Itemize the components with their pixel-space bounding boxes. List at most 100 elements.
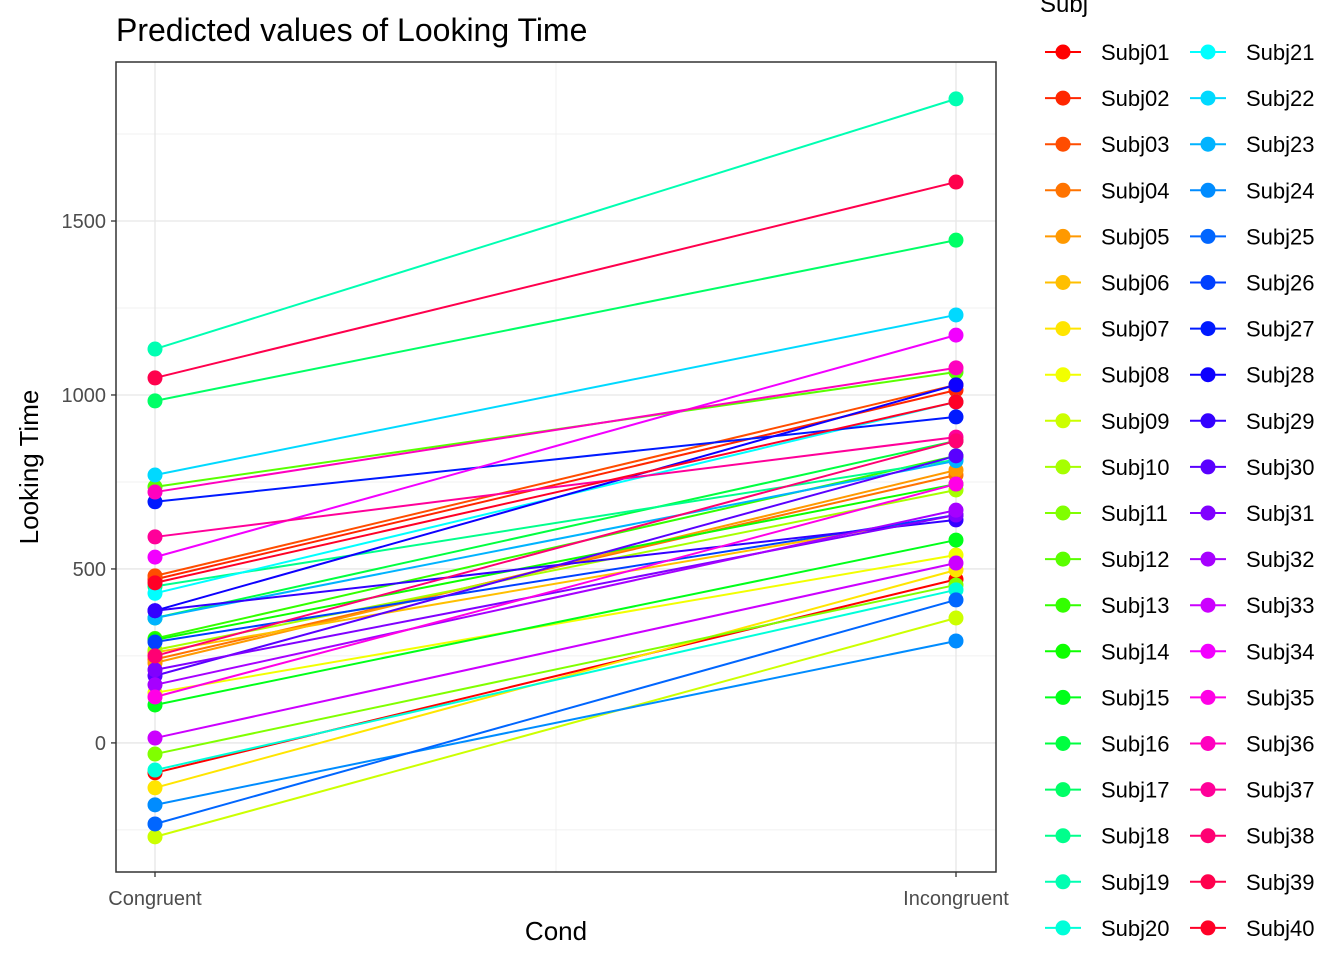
legend-label: Subj04 bbox=[1101, 178, 1170, 203]
legend-key-point bbox=[1200, 736, 1216, 751]
series-line-subj14 bbox=[154, 483, 957, 641]
legend-key-point bbox=[1200, 367, 1216, 383]
legend-key-point bbox=[1055, 413, 1071, 429]
y-tick-label: 1000 bbox=[62, 385, 107, 407]
y-tick-label: 500 bbox=[73, 559, 106, 581]
legend-item: Subj20 bbox=[1045, 916, 1170, 941]
legend-item: Subj18 bbox=[1045, 824, 1170, 849]
legend-key-point bbox=[1055, 182, 1071, 198]
legend-item: Subj32 bbox=[1190, 547, 1315, 572]
legend-key-point bbox=[1200, 782, 1216, 798]
legend-key-point bbox=[1200, 228, 1216, 244]
legend-item: Subj12 bbox=[1045, 547, 1170, 572]
legend-key-point bbox=[1200, 597, 1216, 613]
legend-label: Subj06 bbox=[1101, 271, 1170, 296]
legend-item: Subj28 bbox=[1190, 363, 1315, 388]
legend-key-point bbox=[1055, 275, 1071, 290]
data-point-subj28 bbox=[948, 377, 964, 393]
legend-item: Subj40 bbox=[1190, 916, 1315, 941]
series-line-subj11 bbox=[154, 583, 957, 756]
data-point-subj27 bbox=[948, 409, 964, 425]
legend-key-point bbox=[1055, 44, 1071, 60]
data-point-subj11 bbox=[147, 746, 163, 762]
legend-key-point bbox=[1055, 828, 1071, 844]
data-point-subj30 bbox=[948, 448, 964, 464]
legend-item: Subj21 bbox=[1190, 40, 1315, 65]
legend-label: Subj07 bbox=[1101, 317, 1170, 342]
legend-label: Subj17 bbox=[1101, 778, 1170, 803]
legend-label: Subj10 bbox=[1101, 455, 1170, 480]
plot-panel: 0 500 1000 1500 Congruent Incongruent bbox=[62, 61, 1009, 910]
legend-item: Subj30 bbox=[1190, 455, 1315, 480]
data-point-subj34 bbox=[948, 327, 964, 343]
data-point-subj24 bbox=[147, 797, 163, 813]
legend-label: Subj33 bbox=[1246, 593, 1315, 618]
series-line-subj07 bbox=[154, 569, 957, 789]
data-point-subj38 bbox=[948, 433, 964, 449]
legend-key-point bbox=[1055, 321, 1071, 337]
legend-key-point bbox=[1055, 920, 1071, 936]
legend-label: Subj15 bbox=[1101, 685, 1170, 710]
legend-label: Subj24 bbox=[1246, 178, 1315, 203]
legend-item: Subj09 bbox=[1045, 409, 1170, 434]
data-point-subj25 bbox=[147, 816, 163, 832]
legend-item: Subj19 bbox=[1045, 870, 1170, 895]
legend-item: Subj04 bbox=[1045, 178, 1170, 203]
legend-label: Subj12 bbox=[1101, 547, 1170, 572]
legend-key-point bbox=[1200, 505, 1216, 521]
y-tick-label: 1500 bbox=[62, 211, 107, 233]
data-point-subj17 bbox=[147, 393, 163, 409]
data-point-subj25 bbox=[948, 592, 964, 608]
series-line-subj17 bbox=[154, 239, 957, 402]
legend-label: Subj13 bbox=[1101, 593, 1170, 618]
series-line-subj15 bbox=[154, 539, 957, 706]
data-point-subj07 bbox=[147, 780, 163, 796]
data-point-subj15 bbox=[948, 532, 964, 548]
data-point-subj17 bbox=[948, 232, 964, 248]
legend-label: Subj08 bbox=[1101, 363, 1170, 388]
series-line-subj23 bbox=[154, 459, 957, 619]
legend-key-point bbox=[1055, 505, 1071, 521]
series-line-subj32 bbox=[154, 509, 957, 686]
legend-key-point bbox=[1055, 228, 1071, 244]
legend-label: Subj37 bbox=[1246, 778, 1315, 803]
legend-item: Subj14 bbox=[1045, 639, 1170, 664]
legend-label: Subj19 bbox=[1101, 870, 1170, 895]
legend-key-point bbox=[1200, 44, 1216, 60]
data-point-subj32 bbox=[948, 502, 964, 518]
x-tick-label: Incongruent bbox=[903, 888, 1009, 910]
legend-item: Subj37 bbox=[1190, 778, 1315, 803]
legend-label: Subj25 bbox=[1246, 224, 1315, 249]
data-point-subj21 bbox=[147, 585, 163, 601]
series-line-subj31 bbox=[154, 514, 957, 671]
legend-item: Subj31 bbox=[1190, 501, 1315, 526]
legend-item: Subj10 bbox=[1045, 455, 1170, 480]
legend-label: Subj29 bbox=[1246, 409, 1315, 434]
legend-key-point bbox=[1200, 689, 1216, 705]
legend-key-point bbox=[1200, 321, 1216, 337]
legend-label: Subj35 bbox=[1246, 685, 1315, 710]
series-line-subj25 bbox=[154, 598, 957, 825]
y-tick-label: 0 bbox=[95, 733, 106, 755]
legend-key-point bbox=[1200, 136, 1216, 152]
legend-item: Subj22 bbox=[1190, 86, 1315, 111]
legend-item: Subj35 bbox=[1190, 685, 1315, 710]
series-line-subj22 bbox=[154, 313, 957, 476]
legend-label: Subj39 bbox=[1246, 870, 1315, 895]
legend-label: Subj11 bbox=[1101, 501, 1168, 526]
legend-item: Subj08 bbox=[1045, 363, 1170, 388]
legend-label: Subj18 bbox=[1101, 824, 1170, 849]
legend-label: Subj20 bbox=[1101, 916, 1170, 941]
legend-item: Subj17 bbox=[1045, 778, 1170, 803]
chart-title: Predicted values of Looking Time bbox=[116, 12, 587, 48]
data-point-subj22 bbox=[147, 467, 163, 483]
legend-label: Subj31 bbox=[1246, 501, 1315, 526]
legend-label: Subj14 bbox=[1101, 639, 1170, 664]
series-line-subj03 bbox=[154, 383, 957, 577]
data-point-subj37 bbox=[147, 529, 163, 545]
data-point-subj34 bbox=[147, 549, 163, 565]
legend: Subj01 Subj02 Subj03 Subj04 Subj05 Subj06 Subj… bbox=[1045, 40, 1315, 941]
legend-label: Subj26 bbox=[1246, 271, 1315, 296]
data-point-subj40 bbox=[147, 575, 163, 591]
series-line-subj10 bbox=[154, 488, 957, 651]
